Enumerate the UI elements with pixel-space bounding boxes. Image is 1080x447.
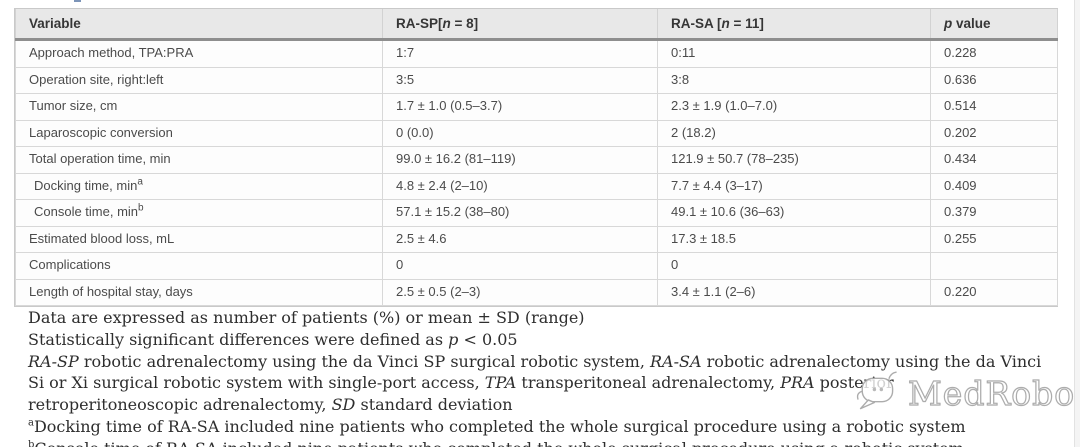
cell-p-value: 0.434 [930,146,1058,174]
col-header-ra-sp: RA-SP[n = 8] [382,9,658,41]
cell-ra-sp: 99.0 ± 16.2 (81–119) [382,146,658,174]
footnote-b: bConsole time of RA-SA included nine pat… [28,438,1042,447]
col-header-ra-sa: RA-SA [n = 11] [657,9,931,41]
row-label: Estimated blood loss, mL [15,225,383,253]
cell-p-value: 0.228 [930,39,1058,68]
row-label-text: Console time, min [34,204,139,219]
footnote-text: robotic adrenalectomy using the da Vinci… [28,351,1042,393]
cell-ra-sa: 0 [657,252,931,280]
cell-ra-sa: 3:8 [657,66,931,94]
abbrev-ra-sa: RA-SA [650,351,702,371]
cell-ra-sa: 49.1 ± 10.6 (36–63) [657,199,931,227]
table-row: Operation site, right:left 3:5 3:8 0.636 [15,66,1058,94]
abbrev-sd: SD [331,395,356,415]
cell-p-value: 0.636 [930,66,1058,94]
cell-ra-sa: 7.7 ± 4.4 (3–17) [657,172,931,200]
table-row: Complications 0 0 [15,252,1058,280]
cell-ra-sp: 0 [382,252,658,280]
header-text: = 8] [450,16,479,31]
row-label-text: Docking time, min [34,177,138,193]
table-row: Total operation time, min 99.0 ± 16.2 (8… [15,146,1058,174]
row-label: Operation site, right:left [15,66,383,94]
footnote-a: aDocking time of RA-SA included nine pat… [28,416,1042,438]
cell-ra-sp: 1:7 [382,39,658,68]
table-row: Tumor size, cm 1.7 ± 1.0 (0.5–3.7) 2.3 ±… [15,93,1058,121]
cell-ra-sa: 17.3 ± 18.5 [657,225,931,253]
cell-ra-sa: 0:11 [657,39,931,68]
cell-ra-sa: 121.9 ± 50.7 (78–235) [657,146,931,174]
row-label: Length of hospital stay, days [15,278,383,306]
table-row: Console time, minb 57.1 ± 15.2 (38–80) 4… [15,199,1058,227]
cell-ra-sa: 3.4 ± 1.1 (2–6) [657,278,931,306]
footnote-text: Docking time of RA-SA included nine pati… [33,416,966,436]
superscript-a: a [137,176,143,188]
table-row: Docking time, mina 4.8 ± 2.4 (2–10) 7.7 … [15,172,1058,200]
italic-p: p [448,329,459,349]
table-header: Variable RA-SP[n = 8] RA-SA [n = 11] p v… [15,9,1058,41]
col-header-p-value: p value [930,9,1058,41]
cell-ra-sa: 2 (18.2) [657,119,931,147]
table-footnotes: Data are expressed as number of patients… [28,307,1042,447]
cell-ra-sp: 2.5 ± 0.5 (2–3) [382,278,658,306]
cell-ra-sp: 1.7 ± 1.0 (0.5–3.7) [382,93,658,121]
cell-p-value [930,252,1058,280]
table-row: Estimated blood loss, mL 2.5 ± 4.6 17.3 … [15,225,1058,253]
row-label: Laparoscopic conversion [15,119,383,147]
footnote-text: Statistically significant differences we… [28,329,449,349]
cell-ra-sp: 4.8 ± 2.4 (2–10) [382,172,658,200]
cell-p-value: 0.379 [930,199,1058,227]
cell-ra-sp: 57.1 ± 15.2 (38–80) [382,199,658,227]
italic-n: n [721,16,730,31]
header-row: Variable RA-SP[n = 8] RA-SA [n = 11] p v… [15,9,1058,41]
abbrev-ra-sp: RA-SP [28,351,79,371]
page-right-edge-strip [1074,0,1080,447]
row-label: Docking time, mina [15,172,383,200]
cell-p-value: 0.255 [930,225,1058,253]
header-text: RA-SP[ [396,16,443,31]
cell-p-value: 0.202 [930,119,1058,147]
cell-p-value: 0.409 [930,172,1058,200]
table-row: Approach method, TPA:PRA 1:7 0:11 0.228 [15,39,1058,68]
footnote-text: Console time of RA-SA included nine pati… [34,439,963,447]
cell-p-value: 0.514 [930,93,1058,121]
row-label: Console time, minb [15,199,383,227]
table-row: Laparoscopic conversion 0 (0.0) 2 (18.2)… [15,119,1058,147]
footnote-abbreviations: RA-SP robotic adrenalectomy using the da… [28,351,1042,416]
row-label: Tumor size, cm [15,93,383,121]
abbrev-pra: PRA [780,373,815,393]
row-label: Approach method, TPA:PRA [15,39,383,68]
cell-ra-sa: 2.3 ± 1.9 (1.0–7.0) [657,93,931,121]
cell-ra-sp: 3:5 [382,66,658,94]
footnote-text: < 0.05 [458,329,518,349]
superscript-b: b [28,439,35,447]
header-text: RA-SA [ [671,16,722,31]
italic-n: n [442,16,451,31]
abbrev-tpa: TPA [484,373,517,393]
footnote-text: robotic adrenalectomy using the da Vinci… [78,351,650,371]
table-row: Length of hospital stay, days 2.5 ± 0.5 … [15,278,1058,306]
footnote-text: transperitoneal adrenalectomy, [516,373,781,393]
cell-ra-sp: 0 (0.0) [382,119,658,147]
cell-p-value: 0.220 [930,278,1058,306]
superscript-b: b [138,202,144,214]
superscript-a: a [28,417,34,429]
clipped-top-edge-artifact [74,0,81,2]
comparison-table-container: Variable RA-SP[n = 8] RA-SA [n = 11] p v… [14,8,1058,307]
table-body: Approach method, TPA:PRA 1:7 0:11 0.228 … [15,39,1058,306]
header-text: = 11] [729,16,764,31]
header-text: value [952,16,991,31]
footnote-text: standard deviation [355,395,513,415]
footnote-significance: Statistically significant differences we… [28,329,1042,351]
italic-p: p [944,16,953,31]
row-label: Complications [15,252,383,280]
comparison-table: Variable RA-SP[n = 8] RA-SA [n = 11] p v… [15,9,1058,306]
col-header-variable: Variable [15,9,383,41]
cell-ra-sp: 2.5 ± 4.6 [382,225,658,253]
footnote-data-expression: Data are expressed as number of patients… [28,308,585,327]
row-label: Total operation time, min [15,146,383,174]
